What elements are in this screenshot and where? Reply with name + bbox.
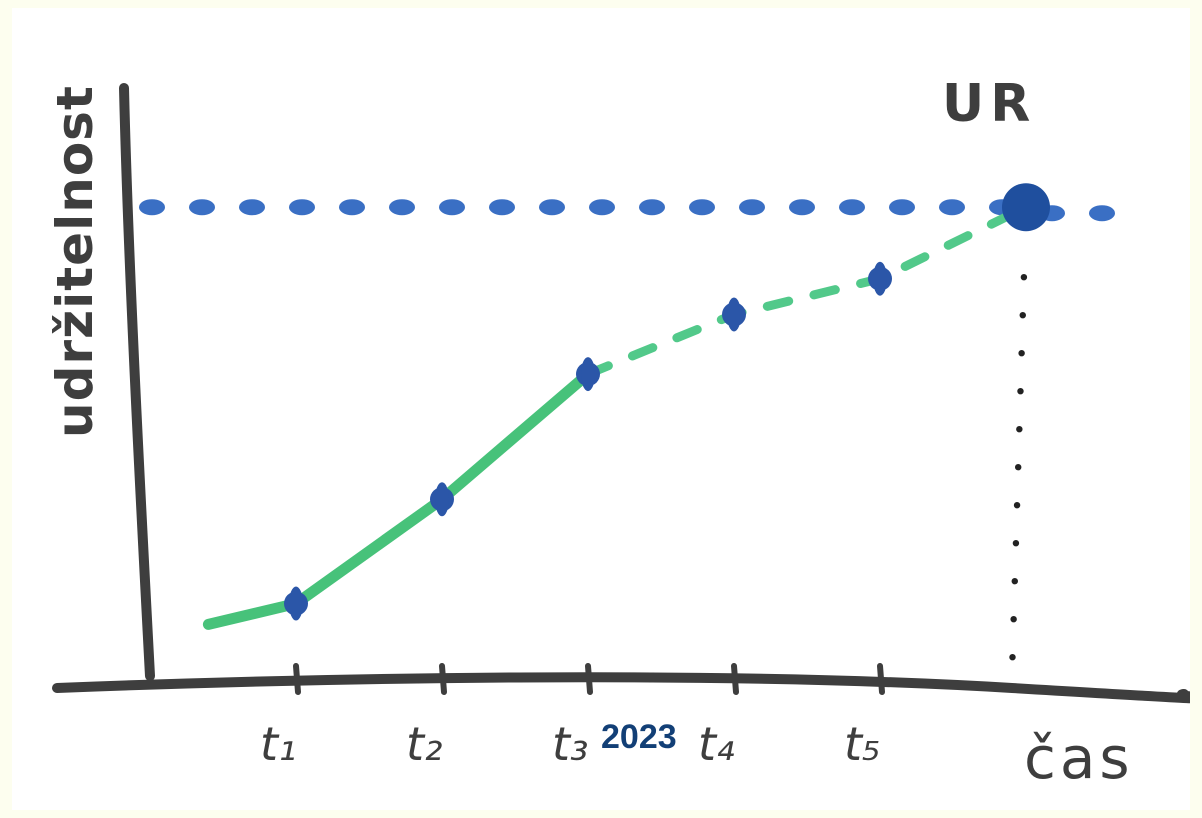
target-vertical-dot bbox=[1015, 464, 1022, 471]
target-vertical-dot bbox=[1019, 312, 1026, 319]
chart-canvas: t₁ t₂ t₃ t₄ t₅ udržitelnost čas UR 2023 bbox=[12, 8, 1190, 810]
planned-line-group bbox=[583, 202, 1031, 379]
x-axis bbox=[52, 672, 1190, 704]
data-point-mark bbox=[581, 357, 595, 392]
x-tick-mark bbox=[293, 663, 301, 695]
target-line-dot bbox=[939, 199, 965, 216]
target-vertical-dot bbox=[1012, 540, 1020, 547]
x-ticks-group: t₁ t₂ t₃ t₄ t₅ bbox=[260, 663, 885, 771]
x-tick-mark bbox=[585, 663, 593, 695]
actual-line bbox=[202, 368, 594, 630]
target-vertical-dot bbox=[1016, 426, 1023, 433]
target-line-dot bbox=[739, 199, 765, 216]
x-tick-label: t₅ bbox=[844, 717, 880, 771]
data-point-mark bbox=[289, 586, 303, 621]
target-line-dot bbox=[239, 199, 265, 216]
data-point-mark bbox=[873, 261, 887, 296]
labels-group: udržitelnost čas UR 2023 bbox=[46, 74, 1134, 792]
x-tick-mark bbox=[877, 663, 885, 695]
target-label: UR bbox=[942, 74, 1036, 134]
x-tick-mark bbox=[731, 663, 739, 695]
target-line-dot bbox=[589, 199, 615, 216]
target-line-dot bbox=[339, 199, 365, 216]
data-point-mark bbox=[727, 297, 741, 332]
y-axis-label: udržitelnost bbox=[46, 85, 104, 438]
target-line-dot bbox=[689, 199, 715, 216]
target-line-dot bbox=[1089, 205, 1115, 222]
chart-svg: t₁ t₂ t₃ t₄ t₅ udržitelnost čas UR 2023 bbox=[46, 74, 1190, 792]
target-point bbox=[1002, 183, 1050, 232]
target-line-dot bbox=[439, 199, 465, 216]
data-points-group bbox=[284, 183, 1050, 621]
x-tick-label: t₂ bbox=[406, 717, 442, 771]
x-tick-label: t₃ bbox=[552, 717, 588, 771]
x-tick-mark bbox=[439, 663, 447, 695]
target-line-dot bbox=[789, 199, 815, 216]
target-line-dot bbox=[189, 199, 215, 216]
target-line-dot bbox=[139, 199, 165, 216]
target-line-dot bbox=[489, 199, 515, 216]
target-vertical-dot bbox=[1010, 616, 1017, 623]
data-point-mark bbox=[435, 482, 449, 517]
x-tick-label: t₁ bbox=[260, 717, 296, 771]
target-year-label: 2023 bbox=[601, 718, 677, 756]
target-line-dot bbox=[639, 199, 665, 216]
planned-line bbox=[583, 202, 1031, 379]
actual-line-group bbox=[202, 368, 594, 630]
y-axis bbox=[119, 83, 155, 681]
target-vertical-dot bbox=[1009, 654, 1016, 661]
target-line-dot bbox=[839, 199, 865, 216]
target-line-group bbox=[139, 199, 1115, 222]
target-line-dot bbox=[389, 199, 415, 216]
target-vertical-dot bbox=[1020, 274, 1028, 281]
target-line-dot bbox=[289, 199, 315, 216]
target-line-dot bbox=[889, 199, 915, 216]
target-line-dot bbox=[539, 199, 565, 216]
x-tick-label: t₄ bbox=[698, 717, 734, 771]
x-axis-label: čas bbox=[1024, 724, 1134, 792]
target-vertical-dot bbox=[1017, 388, 1024, 395]
target-vertical-dot bbox=[1011, 578, 1018, 585]
target-vertical-line-group bbox=[1009, 274, 1028, 661]
target-vertical-dot bbox=[1013, 502, 1021, 509]
target-vertical-dot bbox=[1018, 350, 1025, 357]
